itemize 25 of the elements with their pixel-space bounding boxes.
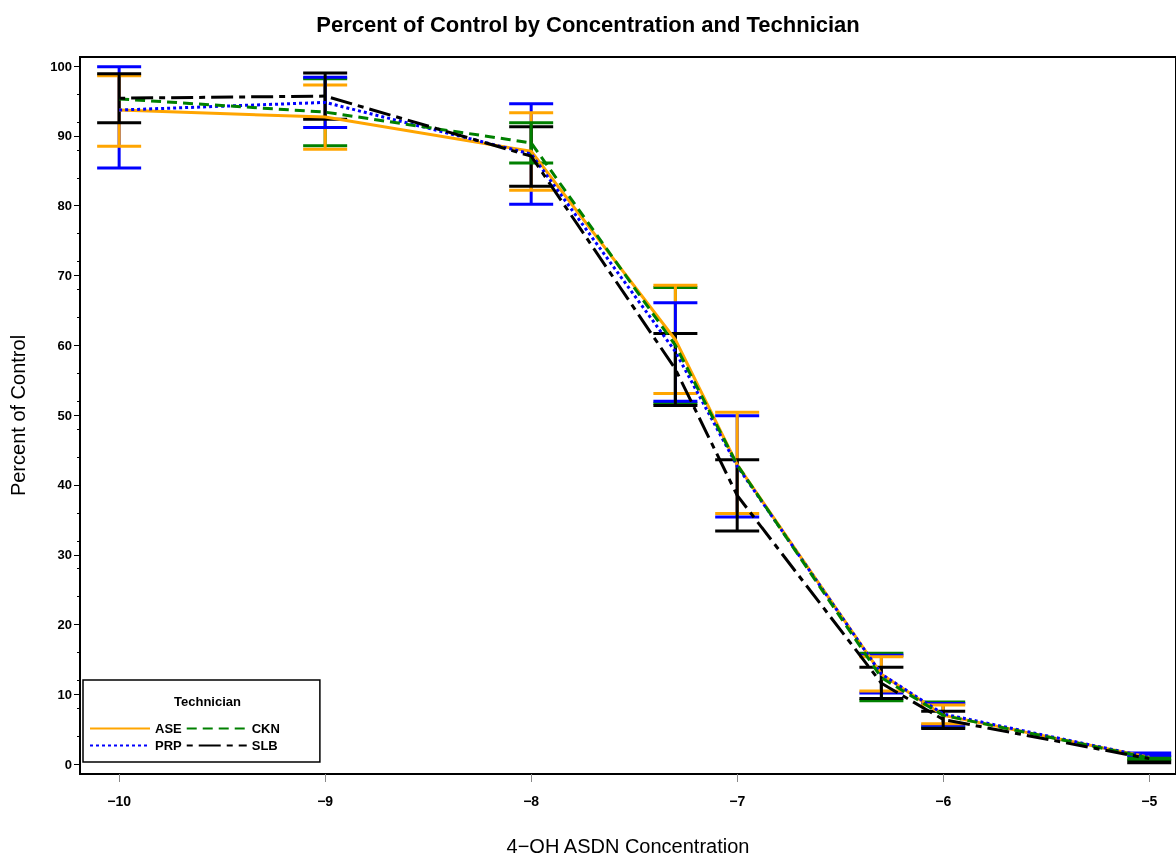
- y-tick-label: 30: [57, 547, 72, 563]
- x-tick-label: −10: [107, 793, 132, 809]
- y-tick-label: 0: [64, 756, 72, 772]
- x-tick-label: −5: [1141, 793, 1158, 809]
- legend-label: SLB: [251, 738, 278, 753]
- y-tick-label: 80: [57, 198, 72, 214]
- x-tick-label: −7: [729, 793, 746, 809]
- y-tick-label: 40: [57, 477, 72, 493]
- legend-label: CKN: [251, 721, 280, 736]
- legend-label: PRP: [155, 738, 183, 753]
- y-tick-label: 60: [57, 337, 72, 353]
- legend-label: ASE: [155, 721, 183, 736]
- legend-title: Technician: [174, 694, 241, 709]
- y-tick-label: 50: [57, 407, 72, 423]
- y-tick-label: 90: [57, 128, 72, 144]
- y-tick-label: 20: [57, 617, 72, 633]
- y-tick-label: 10: [57, 686, 72, 702]
- y-tick-label: 100: [50, 58, 72, 74]
- y-axis-title: Percent of Control: [7, 334, 29, 497]
- y-tick-label: 70: [57, 268, 72, 284]
- x-tick-label: −8: [523, 793, 540, 809]
- x-axis-title: 4−OH ASDN Concentration: [506, 835, 750, 857]
- x-tick-label: −9: [317, 793, 334, 809]
- x-tick-label: −6: [935, 793, 952, 809]
- chart-title: Percent of Control by Concentration and Technician: [316, 11, 860, 37]
